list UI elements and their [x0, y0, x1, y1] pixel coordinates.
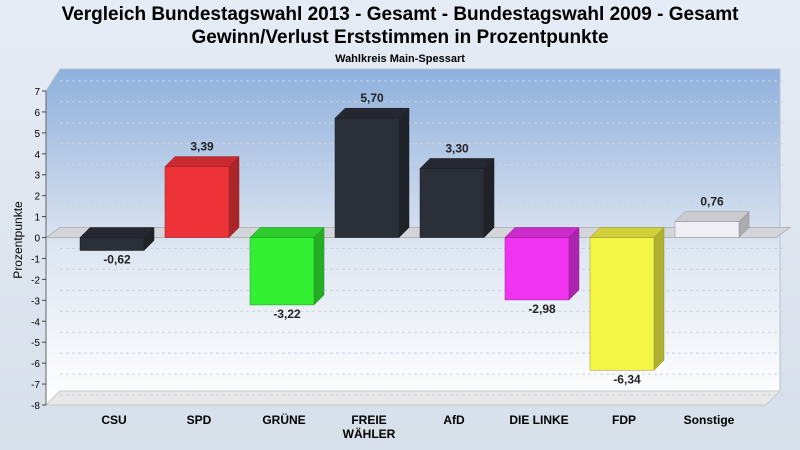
- y-tick-label: -8: [31, 401, 40, 412]
- bar-top: [164, 156, 240, 167]
- bar-1: 3,39: [164, 140, 240, 239]
- bar-side: [483, 157, 495, 239]
- bar-top: [249, 227, 325, 238]
- bar-6: -6,34: [589, 226, 665, 386]
- bar-side: [228, 155, 240, 239]
- category-label: FDP: [612, 413, 636, 427]
- data-label: -2,98: [528, 302, 556, 316]
- y-tick-label: -1: [31, 254, 40, 265]
- category-label: FREIE: [351, 413, 386, 427]
- bar-front: [504, 237, 570, 301]
- data-label: -6,34: [613, 372, 641, 386]
- y-tick-label: -2: [31, 275, 40, 286]
- bar-side: [653, 226, 665, 371]
- y-tick-label: 1: [34, 213, 40, 224]
- category-label: GRÜNE: [262, 412, 305, 427]
- category-label: WÄHLER: [343, 426, 396, 441]
- y-tick-label: 7: [34, 87, 40, 98]
- bar-top: [419, 158, 495, 169]
- bar-front: [79, 237, 145, 251]
- y-tick-label: 3: [34, 171, 40, 182]
- y-tick-label: 6: [34, 108, 40, 119]
- bar-front: [674, 221, 740, 238]
- chart-title: Vergleich Bundestagswahl 2013 - Gesamt -…: [61, 4, 739, 25]
- bar-top: [504, 227, 580, 238]
- y-tick-label: 0: [34, 234, 40, 245]
- bar-top: [674, 211, 750, 222]
- data-label: 3,30: [445, 141, 469, 155]
- data-label: 5,70: [360, 91, 384, 105]
- bar-5: -2,98: [504, 226, 580, 316]
- data-label: -0,62: [103, 253, 131, 267]
- category-label: AfD: [443, 413, 465, 427]
- y-tick-label: -3: [31, 296, 40, 307]
- y-tick-label: -5: [31, 338, 40, 349]
- chart-region: Wahlkreis Main-Spessart: [335, 53, 465, 65]
- bar-front: [164, 166, 230, 238]
- y-axis-label: Prozentpunkte: [11, 201, 25, 279]
- bar-top: [79, 227, 155, 238]
- category-label: SPD: [187, 413, 212, 427]
- category-label: DIE LINKE: [509, 413, 568, 427]
- bars: -0,62 3,39 -3,22 5,70 3,30 -2,98 -6,34 0,76: [79, 91, 750, 386]
- bar-top: [589, 227, 665, 238]
- bar-side: [568, 226, 580, 301]
- bar-top: [334, 107, 410, 119]
- chart-subtitle: Gewinn/Verlust Erststimmen in Prozentpun…: [191, 27, 609, 48]
- y-tick-label: 5: [34, 129, 40, 140]
- bar-0: -0,62: [79, 226, 155, 267]
- bar-front: [334, 117, 400, 238]
- bar-front: [589, 237, 655, 371]
- plot-floor: [44, 390, 782, 406]
- data-label: -3,22: [273, 307, 301, 321]
- bar-side: [398, 107, 410, 239]
- category-label: Sonstige: [684, 413, 735, 427]
- bar-4: 3,30: [419, 141, 495, 239]
- bar-front: [249, 237, 315, 306]
- y-tick-label: 4: [34, 150, 40, 161]
- y-axis: 7 6 5 4 3 2 1 0 -1 -2 -3 -4 -5 -6 -7 -8: [31, 87, 47, 412]
- bar-2: -3,22: [249, 226, 325, 321]
- bar-side: [313, 226, 325, 306]
- data-label: 3,39: [190, 140, 214, 154]
- y-tick-label: -7: [31, 380, 40, 391]
- bar-3: 5,70: [334, 91, 410, 239]
- bar-7: 0,76: [674, 195, 750, 239]
- category-label: CSU: [101, 413, 126, 427]
- y-tick-label: -6: [31, 359, 40, 370]
- y-tick-label: -4: [31, 317, 40, 328]
- bar-front: [419, 168, 485, 238]
- y-tick-label: 2: [34, 192, 40, 203]
- data-label: 0,76: [700, 195, 724, 209]
